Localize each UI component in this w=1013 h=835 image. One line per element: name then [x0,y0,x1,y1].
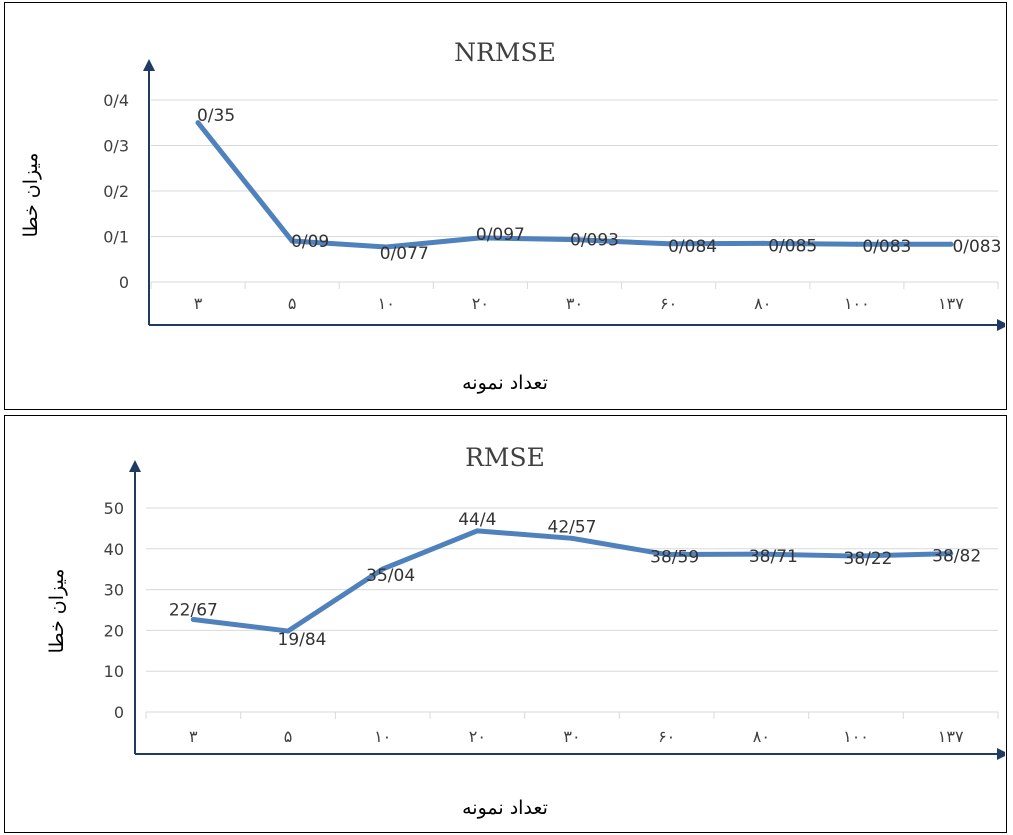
x-tick-label: ۶۰ [658,727,675,746]
y-tick-label: 40 [104,540,124,559]
y-axis-label: میزان خطا [46,569,68,654]
y-tick-label: 0/3 [103,137,129,156]
x-axis-label: تعداد نمونه [462,372,548,394]
data-point [666,241,672,247]
data-label: 38/59 [650,548,699,568]
x-tick-label: ۲۰ [472,294,489,313]
x-tick-label: ۱۰ [378,294,395,313]
data-label: 0/083 [862,237,911,257]
data-point [569,535,575,541]
data-point [572,237,577,243]
chart-title: RMSE [465,443,545,472]
y-tick-label: 30 [104,581,124,600]
data-point [664,552,670,558]
data-point [760,240,766,246]
data-label: 38/82 [932,547,981,567]
data-label: 0/084 [668,237,717,257]
series-line [190,528,954,634]
x-tick-label: ۳ [189,727,198,746]
y-tick-label: 50 [104,499,124,518]
x-tick-label: ۶۰ [660,294,677,313]
x-tick-label: ۳ [194,294,203,313]
x-tick-label: ۵ [284,727,293,746]
y-tick-label: 0/2 [103,182,129,201]
data-point [853,553,859,559]
data-label: 44/4 [458,510,496,530]
data-point [948,241,954,247]
data-point [289,238,295,244]
y-tick-label: 0 [119,273,129,292]
data-point [383,244,389,250]
x-tick-label: ۵ [288,294,297,313]
y-axis-label: میزان خطا [20,153,42,238]
data-label: 0/35 [197,106,235,126]
chart-panel-rmse: 0 10 20 30 40 50 ۳ ۵ ۱۰ ۲۰ ۳۰ ۶۰ ۸۰ ۱۰۰ ۱۳۷ 22/67 19/84 3… [4,415,1007,833]
x-tick-label: ۱۳۷ [938,727,964,746]
x-tick-label: ۸۰ [753,727,770,746]
y-tick-label: 0 [114,703,124,722]
data-point [758,551,764,557]
data-label: 19/84 [278,630,327,650]
y-tick-label: 0/1 [103,228,129,247]
data-label: 0/093 [570,231,619,251]
y-tick-label: 10 [104,662,124,681]
data-label: 0/085 [768,236,817,256]
data-label: 0/097 [476,225,525,245]
y-tick-label: 20 [104,621,124,640]
data-label: 42/57 [548,517,597,537]
chart-rmse: 0 10 20 30 40 50 ۳ ۵ ۱۰ ۲۰ ۳۰ ۶۰ ۸۰ ۱۰۰ ۱۳۷ 22/67 19/84 3… [46,443,1005,819]
data-point [190,617,196,623]
data-point [474,528,480,534]
data-label: 0/09 [291,232,329,252]
data-point [948,551,954,557]
data-point [380,566,386,572]
data-label: 38/71 [749,547,798,567]
x-tick-label: ۲۰ [469,727,486,746]
x-tick-label: ۱۰۰ [844,294,870,313]
x-tick-label: ۸۰ [754,294,771,313]
data-point [854,241,860,247]
data-label: 38/22 [844,549,893,569]
x-tick-label: ۳۰ [563,727,580,746]
data-point [195,120,201,126]
chart-title: NRMSE [454,38,556,67]
y-tick-label: 0/4 [103,91,129,110]
data-label: 0/083 [952,237,1001,257]
x-tick-label: ۱۰۰ [843,727,869,746]
x-tick-label: ۳۰ [566,294,583,313]
data-label: 22/67 [169,601,218,621]
data-label: 35/04 [366,566,415,586]
x-axis-label: تعداد نمونه [462,797,548,819]
data-label: 0/077 [380,244,429,264]
x-tick-label: ۱۰ [374,727,391,746]
chart-nrmse: 0 0/1 0/2 0/3 0/4 ۳ ۵ ۱۰ ۲۰ ۳۰ ۶۰ ۸۰ ۱۰۰ ۱۳۷ 0/35 0/09 0… [20,38,1005,394]
data-point [285,628,291,634]
x-tick-label: ۱۳۷ [938,294,964,313]
chart-panel-nrmse: 0 0/1 0/2 0/3 0/4 ۳ ۵ ۱۰ ۲۰ ۳۰ ۶۰ ۸۰ ۱۰۰ ۱۳۷ 0/35 0/09 0… [4,2,1007,410]
data-point [477,235,483,241]
series-line [195,120,954,250]
